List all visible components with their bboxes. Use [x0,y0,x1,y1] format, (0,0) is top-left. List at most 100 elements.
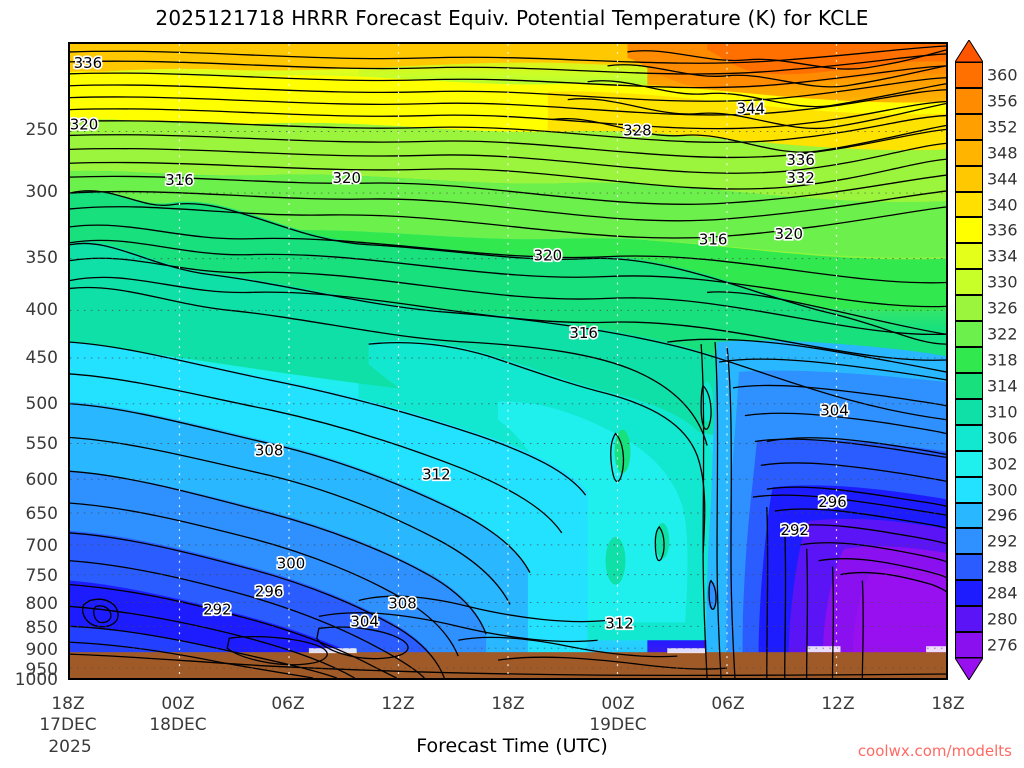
colorbar-segment [955,606,983,633]
contour-label: 312 [422,465,450,483]
contour-label: 308 [388,594,416,612]
colorbar-segment [955,424,983,451]
colorbar-segment [955,450,983,477]
y-tick-label: 250 [25,120,58,140]
colorbar-tick-label: 356 [987,91,1018,111]
colorbar-tick-label: 326 [987,298,1018,318]
contour-label: 296 [255,583,283,601]
contour-label: 320 [534,247,562,265]
colorbar-tick-label: 334 [987,246,1018,266]
x-tick-label: 06Z [271,694,305,714]
contour-label: 336 [74,54,102,72]
x-tick-label: 18Z [931,694,965,714]
colorbar-tick-label: 336 [987,220,1018,240]
colorbar-segment [955,217,983,244]
colorbar-segment [955,580,983,607]
x-tick-label: 12Z [821,694,855,714]
colorbar-over-arrow [955,40,983,62]
page-title: 2025121718 HRRR Forecast Equiv. Potentia… [155,6,869,30]
x-tick-year: 2025 [48,737,92,757]
attribution-link[interactable]: coolwx.com/modelts [857,742,1012,760]
colorbar-segment [955,191,983,218]
contour-label: 320 [70,115,98,133]
colorbar-tick-label: 344 [987,169,1018,189]
colorbar-segment [955,347,983,373]
colorbar-under-arrow [955,658,983,680]
x-tick-label: 12Z [381,694,415,714]
colorbar-segment [955,165,983,192]
colorbar-segment [955,554,983,581]
colorbar-segment [955,139,983,166]
colorbar-tick-label: 348 [987,143,1018,163]
y-tick-label: 650 [25,504,58,524]
y-tick-label: 800 [25,594,58,614]
y-tick-label: 350 [25,248,58,268]
contour-label: 332 [786,169,814,187]
y-tick-label: 1000 [14,670,58,690]
contour-label: 292 [780,521,808,539]
y-tick-label: 700 [25,536,58,556]
y-tick-label: 750 [25,566,58,586]
contour-label: 296 [818,493,846,511]
colorbar-tick-label: 276 [987,635,1018,655]
colorbar-segment [955,62,983,88]
colorbar-tick-label: 360 [987,65,1018,85]
contour-label: 320 [332,169,360,187]
colorbar: 360 356 352 348 344 340 336 334 330 326 322 318 314 3… [955,40,1018,680]
colorbar-tick-label: 322 [987,324,1018,344]
x-tick-label: 18Z [51,694,85,714]
contour-plot-area: 336 320 316 320 328 344 [68,42,948,680]
x-tick-label: 06Z [711,694,745,714]
colorbar-tick-label: 352 [987,117,1018,137]
y-axis: 250 300 350 400 450 500 550 600 650 700 … [0,0,68,768]
x-tick-date: 19DEC [589,715,647,735]
colorbar-tick-label: 330 [987,272,1018,292]
contour-label: 312 [605,614,633,632]
x-tick-date: 17DEC [39,715,97,735]
colorbar-segment [955,321,983,348]
x-tick-label: 18Z [491,694,525,714]
y-tick-label: 950 [25,660,58,680]
colorbar-segment [955,269,983,296]
contour-label: 308 [255,441,283,459]
contour-label: 300 [277,555,305,573]
y-tick-label: 850 [25,618,58,638]
x-tick-label: 00Z [161,694,195,714]
colorbar-tick-label: 280 [987,609,1018,629]
y-tick-label: 300 [25,182,58,202]
colorbar-tick-label: 306 [987,428,1018,448]
colorbar-segment [955,295,983,322]
colorbar-segment [955,502,983,529]
colorbar-tick-label: 296 [987,505,1018,525]
colorbar-segment [955,476,983,503]
contour-label: 320 [774,225,802,243]
colorbar-segment [955,372,983,399]
x-tick-label: 00Z [601,694,635,714]
colorbar-tick-label: 300 [987,480,1018,500]
y-tick-label: 600 [25,470,58,490]
contour-label: 316 [569,324,597,342]
y-tick-label: 400 [25,300,58,320]
y-tick-label: 550 [25,434,58,454]
colorbar-segment [955,113,983,140]
x-tick-date: 18DEC [149,715,207,735]
colorbar-tick-label: 340 [987,195,1018,215]
colorbar-tick-label: 310 [987,402,1018,422]
y-tick-label: 450 [25,348,58,368]
colorbar-tick-label: 314 [987,376,1018,396]
contour-label: 328 [623,121,651,139]
contour-label: 316 [699,231,727,249]
colorbar-tick-label: 302 [987,454,1018,474]
colorbar-segment [955,398,983,425]
colorbar-segment [955,243,983,270]
contour-label: 304 [820,402,848,420]
grid-layer [70,44,946,678]
colorbar-segment [955,528,983,555]
contour-label: 344 [737,100,765,118]
colorbar-segment [955,87,983,114]
colorbar-segment [955,632,983,658]
x-axis-title: Forecast Time (UTC) [416,735,608,757]
colorbar-tick-label: 318 [987,350,1018,370]
y-tick-label: 900 [25,640,58,660]
